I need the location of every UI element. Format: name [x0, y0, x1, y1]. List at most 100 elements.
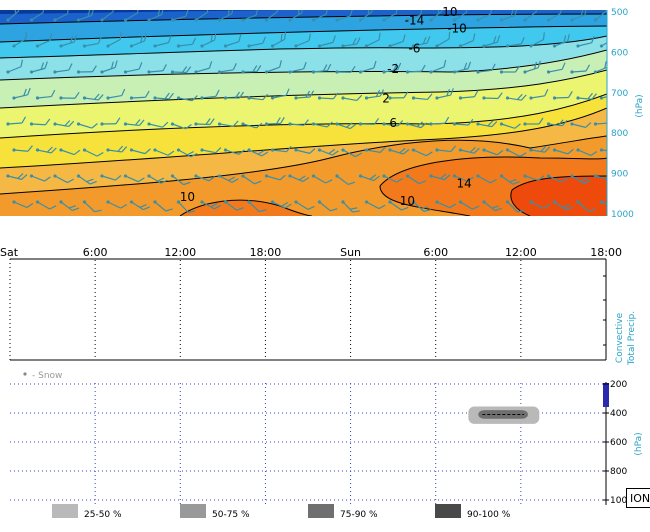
- wind-barb: [499, 122, 521, 129]
- wind-barb: [458, 146, 480, 154]
- wind-barb: [170, 66, 192, 74]
- wind-barb: [546, 119, 568, 127]
- wind-barb: [12, 145, 33, 152]
- wind-barb: [176, 200, 196, 213]
- wind-barb: [76, 122, 98, 129]
- wind-barb: [505, 37, 525, 48]
- wind-barb: [523, 174, 545, 181]
- wind-barb: [452, 61, 472, 74]
- wind-barb: [6, 59, 24, 74]
- wind-barb: [223, 200, 244, 211]
- wind-barb: [576, 92, 597, 100]
- wind-barb: [129, 148, 151, 155]
- wind-barb: [294, 148, 316, 154]
- contour-label: 14: [456, 177, 471, 191]
- wind-barb: [153, 148, 175, 156]
- wind-barb: [153, 92, 174, 100]
- temperature-y-tick-label: 900: [611, 170, 628, 180]
- wind-barb: [405, 64, 426, 74]
- wind-barb: [12, 31, 27, 48]
- wind-barb: [576, 148, 598, 157]
- wind-barb: [411, 36, 431, 48]
- wind-barb: [217, 10, 234, 22]
- wind-barb: [593, 61, 607, 74]
- wind-barb: [170, 10, 189, 22]
- wind-barb: [476, 120, 498, 128]
- wind-barb: [100, 117, 121, 126]
- wind-barb: [6, 10, 20, 22]
- wind-barb: [523, 60, 541, 74]
- precipitation-panel: Convective Total Precip.: [9, 258, 637, 366]
- wind-barb: [270, 31, 286, 48]
- wind-barb: [200, 89, 220, 100]
- wind-barb: [452, 174, 474, 182]
- wind-barb: [411, 93, 433, 101]
- wind-barb: [129, 33, 147, 48]
- wind-barb: [123, 62, 143, 74]
- wind-barb: [129, 90, 150, 100]
- wind-barb: [411, 148, 433, 157]
- time-tick-label: 6:00: [83, 246, 108, 259]
- temperature-y-tick-label: 500: [611, 8, 628, 18]
- wind-barb: [106, 32, 122, 48]
- wind-barb: [458, 33, 476, 48]
- wind-barb: [76, 174, 97, 185]
- wind-barb: [529, 32, 545, 48]
- wind-barb: [294, 200, 315, 210]
- contour-label: -10: [447, 21, 467, 35]
- wind-barb: [35, 200, 57, 210]
- wind-barb: [270, 200, 292, 209]
- wind-barb: [170, 122, 192, 130]
- contour-label: 10: [180, 190, 195, 204]
- wind-barb: [223, 34, 242, 48]
- contour-line: [510, 189, 531, 216]
- wind-barb: [194, 118, 215, 126]
- wind-barb: [570, 10, 588, 22]
- wind-barb: [317, 35, 336, 48]
- time-tick-label: Sat: [0, 246, 19, 259]
- wind-barb: [194, 61, 213, 74]
- contour-line: [379, 185, 471, 216]
- legend-swatch: [308, 504, 334, 518]
- wind-barb: [505, 148, 527, 157]
- legend-label: 75-90 %: [340, 510, 378, 520]
- wind-barb: [129, 200, 151, 211]
- time-tick-label: 18:00: [590, 246, 622, 259]
- wind-barb: [429, 116, 450, 126]
- wind-barb: [435, 145, 456, 153]
- wind-barb: [435, 88, 454, 100]
- legend-label: 25-50 %: [84, 510, 122, 520]
- wind-barb: [482, 148, 504, 156]
- wind-barb: [294, 33, 312, 48]
- wind-barb: [311, 121, 333, 128]
- wind-barb: [476, 10, 493, 22]
- wind-barb: [452, 10, 468, 22]
- wind-barb: [546, 10, 562, 22]
- cloud-legend: 25-50 % 50-75 % 75-90 % 90-100 %: [52, 504, 511, 520]
- contour-label: 6: [389, 116, 397, 130]
- wind-barb: [388, 147, 410, 155]
- temperature-y-tick-label: 1000: [611, 210, 634, 220]
- wind-barb: [476, 174, 497, 184]
- wind-barb: [482, 35, 501, 48]
- legend-swatch: [180, 504, 206, 518]
- legend-label: 90-100 %: [467, 510, 511, 520]
- wind-barb: [194, 10, 209, 22]
- wind-barb: [317, 92, 339, 100]
- wind-barb: [170, 174, 191, 186]
- wind-barb: [388, 34, 406, 48]
- wind-barb: [570, 174, 591, 184]
- wind-barb: [200, 200, 221, 210]
- wind-barb: [499, 174, 520, 185]
- cloud-y-tick-label: 600: [610, 438, 627, 448]
- wind-barb: [270, 145, 292, 153]
- wind-barb: [217, 120, 239, 127]
- wind-barb: [599, 94, 607, 100]
- wind-barb: [435, 200, 457, 209]
- precip-axis-label-total: Total Precip.: [627, 311, 637, 366]
- temperature-y-tick-label: 800: [611, 129, 628, 139]
- wind-barb: [382, 120, 404, 127]
- wind-barb: [176, 37, 197, 48]
- wind-barb: [241, 65, 262, 74]
- contour-line: [379, 156, 607, 187]
